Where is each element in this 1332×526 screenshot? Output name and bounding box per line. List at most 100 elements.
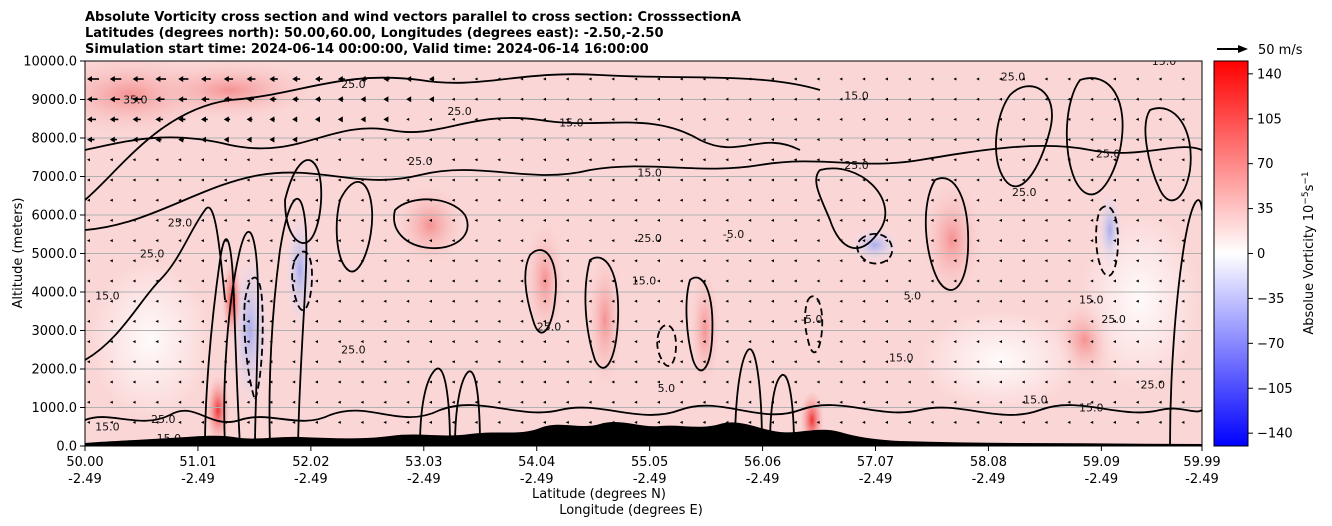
wind-vector bbox=[657, 218, 660, 222]
wind-vector bbox=[451, 400, 455, 404]
wind-vector bbox=[155, 299, 159, 303]
wind-vector bbox=[725, 97, 729, 101]
wind-vector bbox=[383, 259, 387, 263]
contour-label: 25.0 bbox=[341, 78, 366, 91]
y-axis-label: Altitude (meters) bbox=[11, 198, 26, 309]
wind-vector bbox=[565, 259, 569, 263]
wind-vector bbox=[429, 259, 432, 263]
wind-vector bbox=[725, 158, 729, 162]
wind-vector bbox=[155, 400, 159, 404]
wind-vector bbox=[953, 97, 957, 101]
wind-vector bbox=[155, 96, 165, 103]
wind-vector bbox=[1181, 279, 1185, 283]
wind-vector bbox=[634, 259, 638, 263]
wind-vector bbox=[1044, 340, 1048, 344]
wind-vector bbox=[953, 178, 957, 182]
wind-vector bbox=[246, 116, 253, 123]
wind-vector bbox=[383, 340, 387, 344]
wind-vector bbox=[155, 198, 159, 202]
wind-vector bbox=[1021, 319, 1025, 323]
wind-vector bbox=[565, 178, 569, 182]
wind-vector bbox=[429, 76, 435, 82]
wind-vector bbox=[907, 138, 911, 142]
wind-vector bbox=[520, 360, 524, 364]
wind-vector bbox=[1090, 117, 1094, 121]
wind-vector bbox=[702, 400, 706, 404]
wind-vector bbox=[246, 218, 250, 222]
wind-vector bbox=[725, 218, 729, 222]
wind-vector bbox=[451, 198, 455, 202]
wind-vector bbox=[999, 198, 1002, 202]
wind-vector bbox=[1021, 158, 1025, 162]
wind-vector bbox=[976, 400, 980, 404]
wind-vector bbox=[1158, 340, 1162, 344]
wind-vector bbox=[451, 299, 455, 303]
wind-vector bbox=[1135, 360, 1139, 364]
wind-vector bbox=[429, 400, 432, 404]
wind-vector bbox=[1067, 279, 1071, 283]
wind-vector bbox=[930, 299, 934, 303]
wind-vector bbox=[1090, 259, 1094, 263]
contour-line bbox=[335, 181, 374, 273]
wind-vector bbox=[520, 117, 524, 121]
wind-vector bbox=[178, 360, 182, 364]
wind-vector bbox=[976, 198, 980, 202]
wind-vector bbox=[360, 420, 364, 424]
wind-vector bbox=[155, 136, 162, 143]
contour-label: 15.0 bbox=[889, 351, 914, 364]
wind-vector bbox=[543, 420, 546, 424]
wind-vector bbox=[816, 400, 820, 404]
wind-vector bbox=[429, 380, 432, 384]
wind-vector bbox=[1044, 420, 1048, 424]
wind-vector bbox=[406, 299, 410, 303]
wind-vector bbox=[611, 340, 615, 344]
contour-label: 25.0 bbox=[168, 217, 193, 230]
wind-vector bbox=[292, 299, 296, 303]
wind-vector bbox=[634, 97, 638, 101]
wind-vector bbox=[588, 77, 592, 81]
wind-vector bbox=[839, 360, 843, 364]
colorbar-tick-label: −140 bbox=[1257, 427, 1293, 442]
wind-vector bbox=[793, 138, 797, 142]
colorbar-ticks: 140 105 70 35 0 −35 −70 −105 −140 bbox=[1248, 67, 1293, 442]
wind-vector bbox=[269, 360, 273, 364]
wind-vector bbox=[201, 400, 204, 404]
vorticity-blob bbox=[140, 61, 320, 120]
wind-vector bbox=[1181, 97, 1185, 101]
wind-vector bbox=[816, 299, 820, 303]
wind-vector bbox=[1021, 299, 1025, 303]
wind-vector bbox=[543, 97, 546, 101]
wind-vector bbox=[1113, 319, 1116, 323]
wind-vector bbox=[999, 360, 1002, 364]
wind-vector bbox=[565, 380, 569, 384]
wind-vector bbox=[1135, 117, 1139, 121]
wind-vector bbox=[223, 299, 227, 303]
wind-vector bbox=[1113, 400, 1116, 404]
wind-vector bbox=[292, 360, 296, 364]
wind-vector bbox=[201, 158, 204, 162]
wind-vector bbox=[315, 178, 318, 182]
wind-vector bbox=[1021, 198, 1025, 202]
wind-vector bbox=[155, 279, 159, 283]
wind-vector bbox=[246, 198, 250, 202]
contour-label: 25.0 bbox=[151, 413, 176, 426]
wind-vector bbox=[497, 218, 501, 222]
wind-vector bbox=[702, 420, 706, 424]
wind-vector bbox=[1113, 299, 1116, 303]
wind-vector bbox=[953, 400, 957, 404]
wind-vector bbox=[1204, 360, 1207, 363]
wind-vector bbox=[109, 218, 113, 222]
wind-vector bbox=[816, 138, 820, 142]
wind-vector bbox=[702, 77, 706, 81]
wind-vector bbox=[132, 360, 136, 364]
wind-vector bbox=[748, 158, 752, 162]
wind-vector bbox=[132, 380, 136, 384]
wind-vector bbox=[885, 319, 888, 323]
x-tick-label-latitude: 59.99 bbox=[1183, 455, 1220, 470]
wind-vector bbox=[178, 400, 182, 404]
wind-vector bbox=[223, 239, 227, 243]
wind-vector bbox=[953, 239, 957, 243]
colorbar-tick-label: 35 bbox=[1257, 202, 1274, 217]
contour-label: 15.0 bbox=[559, 116, 584, 129]
